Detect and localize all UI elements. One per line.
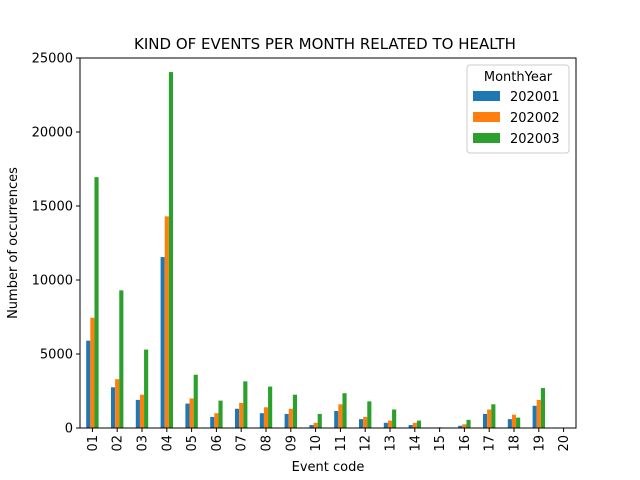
bar-18-202003	[516, 417, 521, 428]
legend-swatch-202002	[473, 112, 500, 122]
x-tick-label: 15	[433, 435, 448, 452]
bar-16-202001	[458, 425, 463, 428]
x-tick-label: 16	[458, 435, 473, 452]
x-tick-label: 02	[111, 435, 126, 452]
bar-03-202002	[139, 394, 145, 428]
legend-label-202003: 202003	[510, 132, 560, 147]
x-axis-label: Event code	[292, 460, 365, 475]
x-tick-label: 19	[532, 435, 547, 452]
bar-11-202003	[342, 393, 347, 428]
bar-04-202001	[160, 257, 165, 428]
bar-17-202002	[487, 409, 492, 428]
x-tick-label: 03	[136, 435, 151, 452]
x-tick-label: 18	[508, 435, 523, 452]
bar-08-202002	[263, 407, 269, 428]
y-tick-label: 10000	[32, 274, 73, 289]
x-axis: 01 02 03 04 05 06 07 08 09 10 11 12 13 14 15 16 17 18 19 20	[86, 428, 572, 452]
bar-19-202001	[532, 405, 537, 428]
x-tick-label: 07	[235, 435, 250, 452]
bars-group	[86, 72, 545, 428]
bar-09-202001	[284, 413, 289, 428]
bar-08-202003	[268, 386, 273, 428]
legend-swatch-202003	[473, 133, 500, 143]
bar-12-202002	[363, 416, 368, 428]
bar-18-202002	[511, 414, 517, 428]
bar-10-202002	[313, 422, 318, 428]
x-tick-label: 01	[86, 435, 101, 452]
chart-title: KIND OF EVENTS PER MONTH RELATED TO HEAL…	[134, 35, 516, 53]
y-axis: 0 5000 10000 15000 20000 25000	[32, 52, 80, 437]
bar-14-202001	[408, 425, 413, 428]
bar-06-202002	[214, 413, 219, 428]
x-tick-label: 05	[185, 435, 200, 452]
bar-10-202003	[317, 413, 322, 428]
bar-01-202001	[86, 340, 91, 428]
legend: MonthYear 202001 202002 202003	[466, 64, 570, 154]
bar-13-202001	[383, 422, 388, 428]
x-tick-label: 04	[160, 435, 175, 452]
plot-frame	[79, 57, 577, 429]
x-tick-label: 06	[210, 435, 225, 452]
legend-label-202002: 202002	[510, 111, 560, 126]
bar-17-202003	[491, 404, 496, 428]
legend-label-202001: 202001	[510, 90, 560, 105]
bar-09-202003	[292, 394, 297, 428]
bar-19-202003	[540, 388, 545, 428]
bar-07-202003	[243, 381, 248, 428]
bar-11-202001	[334, 410, 339, 428]
y-axis-label: Number of occurrences	[6, 167, 21, 319]
bar-13-202002	[387, 420, 393, 428]
y-tick-label: 25000	[32, 52, 73, 67]
legend-swatch-202001	[473, 91, 500, 101]
y-tick-label: 0	[65, 422, 73, 437]
bar-17-202001	[483, 413, 488, 428]
bar-05-202003	[193, 374, 198, 428]
bar-02-202002	[115, 379, 120, 428]
legend-title: MonthYear	[484, 70, 553, 85]
x-tick-label: 08	[260, 435, 275, 452]
bar-02-202003	[119, 290, 124, 428]
y-tick-label: 5000	[40, 348, 73, 363]
legend-box	[466, 64, 570, 154]
bar-16-202002	[462, 424, 467, 428]
bar-09-202002	[288, 408, 293, 428]
bar-02-202001	[111, 387, 116, 428]
bar-06-202003	[218, 400, 223, 428]
x-tick-label: 10	[309, 435, 324, 452]
bar-12-202001	[359, 419, 364, 428]
y-tick-label: 15000	[32, 200, 73, 215]
bar-08-202001	[259, 413, 264, 428]
bar-13-202003	[392, 409, 397, 428]
x-tick-label: 11	[334, 435, 349, 452]
bar-14-202002	[412, 422, 417, 428]
x-tick-label: 20	[557, 435, 572, 452]
bar-05-202002	[189, 398, 194, 428]
bar-14-202003	[416, 420, 421, 428]
x-tick-label: 12	[359, 435, 374, 452]
bar-05-202001	[185, 403, 190, 428]
bar-11-202002	[338, 404, 343, 428]
x-tick-label: 09	[284, 435, 299, 452]
bar-01-202002	[90, 317, 95, 428]
bar-03-202001	[135, 399, 140, 428]
bar-18-202001	[507, 419, 512, 428]
bar-04-202002	[164, 216, 169, 428]
bar-04-202003	[168, 72, 173, 428]
bar-10-202001	[309, 425, 314, 428]
bar-03-202003	[144, 349, 149, 428]
bar-12-202003	[367, 401, 372, 428]
y-tick-label: 20000	[32, 126, 73, 141]
bar-07-202001	[235, 408, 240, 428]
x-tick-label: 17	[483, 435, 498, 452]
x-tick-label: 13	[384, 435, 399, 452]
bar-01-202003	[94, 177, 99, 428]
x-tick-label: 14	[408, 435, 423, 452]
bar-06-202001	[210, 416, 215, 428]
bar-07-202002	[239, 402, 244, 428]
bar-16-202003	[466, 419, 471, 428]
bar-19-202002	[536, 399, 541, 428]
